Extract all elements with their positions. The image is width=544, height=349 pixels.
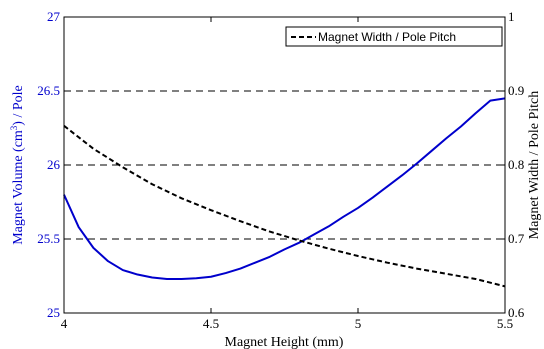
series-group	[63, 97, 506, 288]
series-line-width-pitch	[63, 124, 506, 288]
legend-label: Magnet Width / Pole Pitch	[318, 30, 456, 44]
y-left-tick-label: 26.5	[37, 83, 60, 98]
y-axis-label-right: Magnet Width / Pole Pitch	[527, 91, 542, 240]
gridlines	[64, 90, 505, 240]
y-axis-label-left-pre: Magnet Volume (cm	[11, 130, 26, 245]
x-tick-label: 5.5	[497, 316, 513, 331]
x-tick-label: 4.5	[203, 316, 219, 331]
x-tick-label: 5	[355, 316, 362, 331]
y-right-tick-label: 0.8	[508, 157, 524, 172]
tick-labels: 25 25.5 26 26.5 27 0.6 0.7 0.8 0.9 1 4 4.5 5 5.5	[37, 9, 525, 331]
y-right-tick-label: 0.7	[508, 231, 525, 246]
x-axis-label: Magnet Height (mm)	[225, 335, 344, 349]
y-right-tick-label: 1	[508, 9, 515, 24]
y-left-tick-label: 27	[47, 9, 61, 24]
y-left-tick-label: 25.5	[37, 231, 60, 246]
y-left-tick-label: 26	[47, 157, 61, 172]
y-axis-label-left: Magnet Volume (cm3) / Pole	[9, 85, 26, 245]
ticks	[63, 16, 506, 314]
legend: Magnet Width / Pole Pitch	[285, 26, 503, 47]
series-line-magnet-volume	[63, 97, 506, 280]
y-right-tick-label: 0.9	[508, 83, 524, 98]
legend-box	[285, 26, 503, 47]
y-left-tick-label: 25	[47, 305, 60, 320]
y-axis-label-left-post: ) / Pole	[11, 85, 26, 125]
y-right-tick-label: 0.6	[508, 305, 525, 320]
x-tick-label: 4	[61, 316, 68, 331]
y-axis-label-left-sup: 3	[9, 125, 19, 130]
